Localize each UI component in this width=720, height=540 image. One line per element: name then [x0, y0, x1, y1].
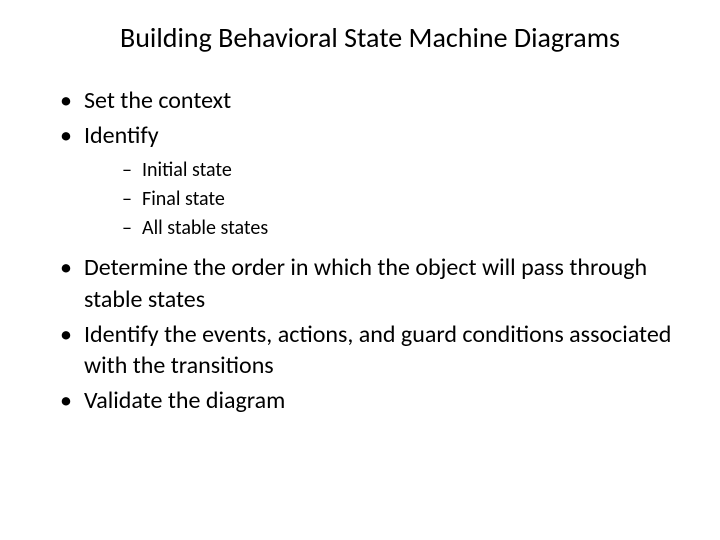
- sub-list-item: Initial state: [122, 157, 680, 184]
- sub-bullet-text: Final state: [142, 187, 225, 211]
- list-item: Set the context: [60, 85, 680, 116]
- bullet-text: Validate the diagram: [84, 386, 285, 415]
- bullet-text: Identify the events, actions, and guard …: [84, 320, 671, 380]
- bullet-text: Set the context: [84, 86, 231, 115]
- list-item: Identify Initial state Final state All s…: [60, 120, 680, 242]
- list-item: Determine the order in which the object …: [60, 252, 680, 314]
- sub-bullet-text: All stable states: [142, 216, 268, 240]
- slide-title: Building Behavioral State Machine Diagra…: [40, 20, 680, 55]
- bullet-text: Determine the order in which the object …: [84, 253, 647, 313]
- sub-list-item: All stable states: [122, 215, 680, 242]
- sub-bullet-list: Initial state Final state All stable sta…: [84, 157, 680, 242]
- sub-bullet-text: Initial state: [142, 158, 232, 182]
- list-item: Identify the events, actions, and guard …: [60, 319, 680, 381]
- sub-list-item: Final state: [122, 186, 680, 213]
- bullet-text: Identify: [84, 121, 159, 150]
- list-item: Validate the diagram: [60, 385, 680, 416]
- main-bullet-list: Set the context Identify Initial state F…: [40, 85, 680, 416]
